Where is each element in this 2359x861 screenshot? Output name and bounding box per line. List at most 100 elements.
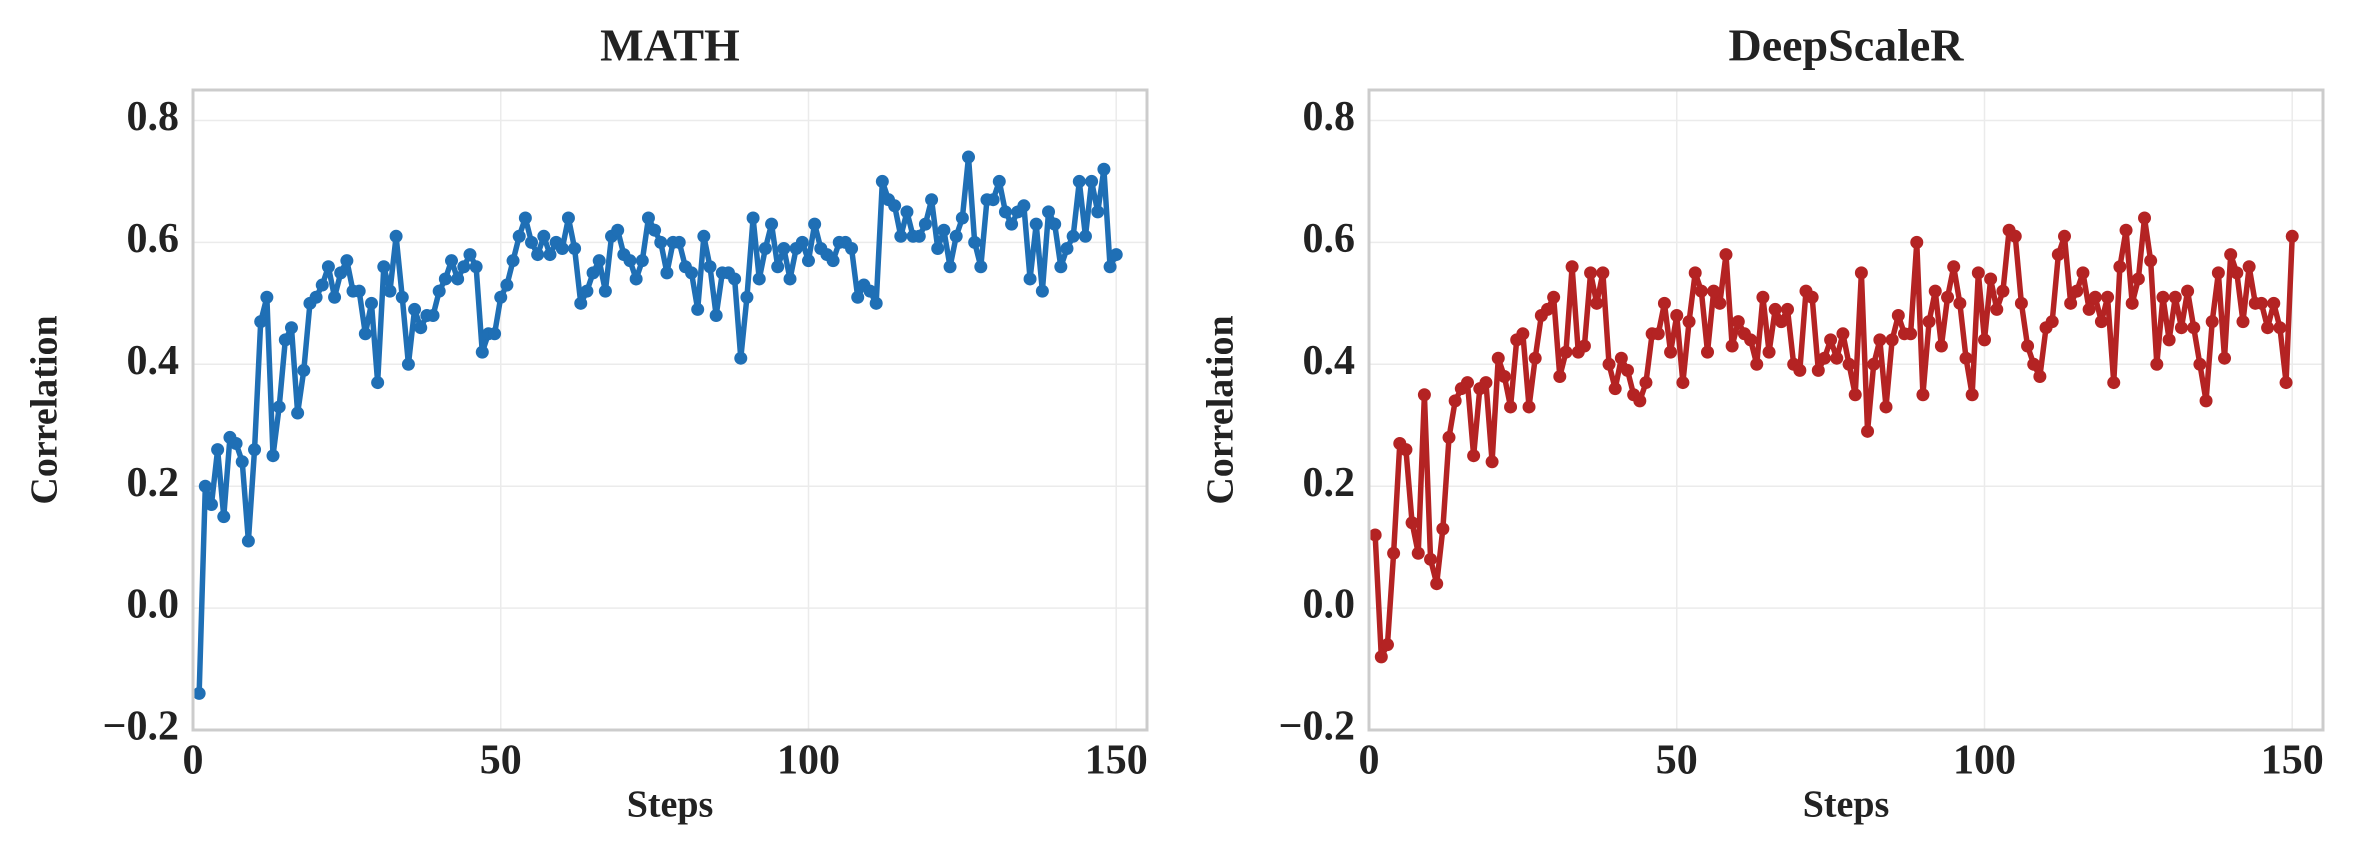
y-axis-label: Correlation	[1200, 315, 1242, 504]
y-tick-label: −0.2	[103, 704, 179, 750]
data-point	[598, 284, 612, 298]
data-point	[266, 449, 280, 463]
data-point	[500, 278, 514, 292]
data-point	[2027, 357, 2041, 371]
data-point	[1719, 248, 1733, 262]
data-point	[438, 272, 452, 286]
data-point	[1965, 388, 1979, 402]
data-point	[1731, 315, 1745, 329]
x-tick-label: 50	[480, 738, 522, 784]
data-point	[912, 229, 926, 243]
data-point	[1971, 266, 1985, 280]
data-point	[364, 296, 378, 310]
data-point	[463, 248, 477, 262]
data-point	[697, 229, 711, 243]
x-axis-label: Steps	[1803, 784, 1890, 826]
data-point	[654, 235, 668, 249]
data-point	[1836, 327, 1850, 341]
data-point	[2070, 284, 2084, 298]
data-point	[1060, 241, 1074, 255]
data-point	[586, 266, 600, 280]
data-point	[2064, 296, 2078, 310]
data-point	[1424, 552, 1438, 566]
data-point	[1873, 333, 1887, 347]
data-point	[752, 272, 766, 286]
data-point	[1442, 430, 1456, 444]
data-point	[672, 235, 686, 249]
data-point	[1540, 302, 1554, 316]
data-point	[1688, 266, 1702, 280]
data-point	[740, 290, 754, 304]
data-point	[488, 327, 502, 341]
data-point	[383, 284, 397, 298]
data-point	[494, 290, 508, 304]
data-point	[1670, 309, 1684, 323]
data-point	[1091, 205, 1105, 219]
data-point	[1774, 315, 1788, 329]
data-point	[974, 260, 988, 274]
data-point	[1528, 351, 1542, 365]
data-point	[1565, 260, 1579, 274]
y-tick-label: 0.8	[1303, 94, 1356, 140]
data-point	[352, 284, 366, 298]
data-point	[1664, 345, 1678, 359]
data-point	[2205, 315, 2219, 329]
data-point	[771, 260, 785, 274]
data-point	[291, 406, 305, 420]
data-point	[1097, 162, 1111, 176]
data-point	[1953, 296, 1967, 310]
y-tick-label: 0.4	[127, 338, 180, 384]
data-point	[389, 229, 403, 243]
data-point	[2279, 376, 2293, 390]
data-point	[1621, 363, 1635, 377]
data-point	[709, 309, 723, 323]
data-point	[1817, 351, 1831, 365]
data-point	[1387, 546, 1401, 560]
data-point	[217, 510, 231, 524]
data-point	[1830, 351, 1844, 365]
data-point	[2138, 211, 2152, 225]
y-tick-label: 0.8	[127, 94, 180, 140]
data-point	[2236, 315, 2250, 329]
data-point	[574, 296, 588, 310]
x-tick-label: 50	[1656, 738, 1698, 784]
data-point	[297, 363, 311, 377]
x-tick-label: 150	[1085, 738, 1148, 784]
data-point	[2021, 339, 2035, 353]
data-point	[1713, 296, 1727, 310]
data-point	[1639, 376, 1653, 390]
data-point	[241, 534, 255, 548]
data-point	[1848, 388, 1862, 402]
data-point	[432, 284, 446, 298]
data-point	[1977, 333, 1991, 347]
data-point	[2107, 376, 2121, 390]
data-point	[328, 290, 342, 304]
data-point	[1103, 260, 1117, 274]
data-point	[1934, 339, 1948, 353]
y-tick-label: 0.0	[127, 582, 180, 628]
data-point	[1368, 528, 1382, 542]
data-point	[635, 254, 649, 268]
data-point	[1072, 174, 1086, 188]
data-point	[2125, 296, 2139, 310]
data-point	[512, 229, 526, 243]
data-point	[1085, 174, 1099, 188]
data-point	[918, 217, 932, 231]
data-point	[1109, 248, 1123, 262]
data-point	[1701, 345, 1715, 359]
data-point	[998, 205, 1012, 219]
data-point	[2119, 223, 2133, 237]
data-point	[968, 235, 982, 249]
data-point	[703, 260, 717, 274]
data-point	[531, 248, 545, 262]
y-tick-label: 0.2	[1303, 460, 1356, 506]
data-point	[1042, 205, 1056, 219]
data-point	[1078, 229, 1092, 243]
x-tick-label: 100	[1953, 738, 2016, 784]
data-point	[340, 254, 354, 268]
data-point	[1460, 376, 1474, 390]
data-point	[284, 321, 298, 335]
data-point	[2131, 272, 2145, 286]
y-tick-label: 0.6	[1303, 216, 1356, 262]
